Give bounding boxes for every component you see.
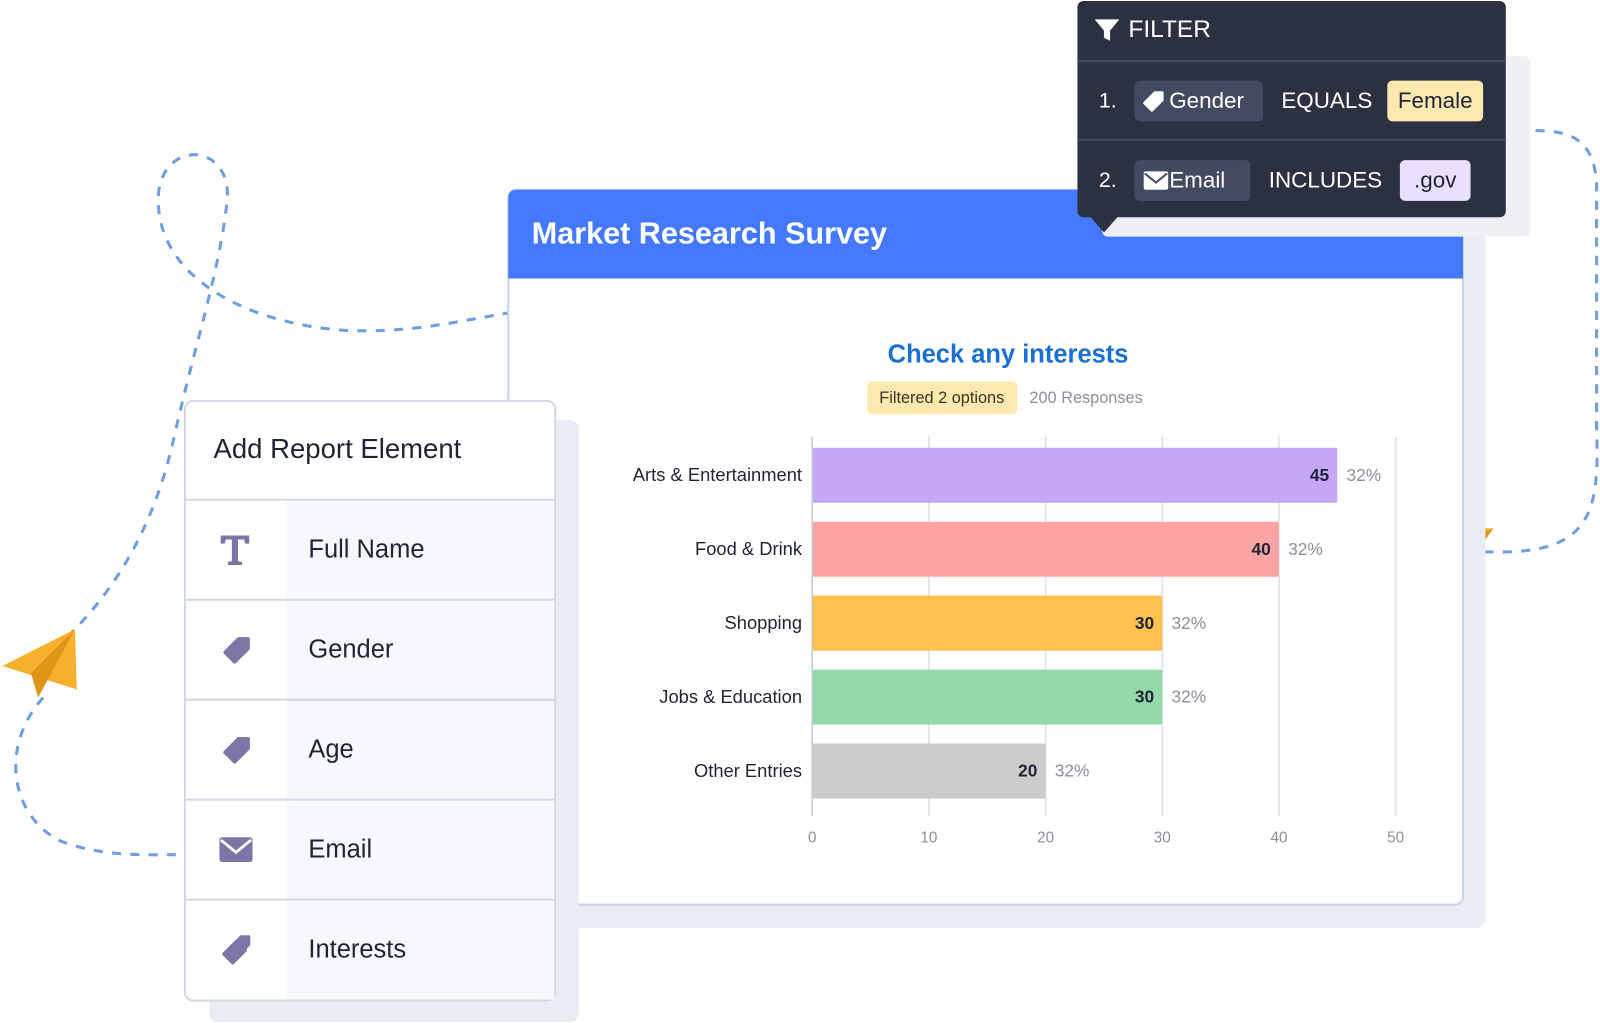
- survey-title: Market Research Survey: [532, 217, 887, 251]
- mail-icon: [1143, 171, 1169, 190]
- value-chip: [1387, 80, 1484, 122]
- mail-icon: [219, 837, 253, 863]
- percent-label: 32%: [1055, 761, 1090, 781]
- x-tick-label: 0: [808, 829, 817, 846]
- category-label: Other Entries: [694, 760, 802, 781]
- funnel-icon: [1094, 19, 1120, 41]
- value-label: 20: [1018, 761, 1037, 781]
- report-title: Add Report Element: [214, 433, 462, 464]
- popup-pointer: [1089, 216, 1119, 233]
- category-label: Jobs & Education: [659, 686, 802, 707]
- rule-index: 1.: [1099, 89, 1117, 113]
- report-item[interactable]: Interests: [308, 935, 406, 963]
- bar: [812, 743, 1046, 799]
- field-name: Email: [1169, 167, 1225, 192]
- paper-plane: [2, 629, 77, 698]
- report-items: Full Name Gender Age Email Interests: [185, 498, 555, 1000]
- percent-label: 32%: [1171, 613, 1206, 633]
- bar: [812, 669, 1163, 725]
- filter-rules: 1. Gender EQUALS Female 2. Email INCLUDES .gov: [1099, 80, 1484, 201]
- bar: [812, 521, 1279, 577]
- report-item[interactable]: Age: [308, 735, 353, 763]
- field-chip: [1134, 160, 1251, 201]
- category-label: Arts & Entertainment: [633, 464, 802, 485]
- item-content-bg: [285, 599, 555, 700]
- badge-text: Filtered 2 options: [879, 389, 1004, 407]
- report-item[interactable]: Full Name: [308, 536, 424, 564]
- mail-flap: [219, 838, 252, 855]
- item-content-bg: [285, 699, 555, 800]
- x-tick-label: 50: [1387, 829, 1404, 846]
- field-name: Gender: [1169, 88, 1244, 113]
- x-tick-label: 10: [920, 829, 937, 846]
- percent-label: 32%: [1171, 687, 1206, 707]
- mail-flap: [1144, 172, 1168, 184]
- badge: [867, 381, 1018, 415]
- value-text: Female: [1398, 88, 1473, 113]
- percent-label: 32%: [1346, 465, 1381, 485]
- value-label: 45: [1310, 465, 1330, 485]
- filter-title: FILTER: [1128, 16, 1210, 43]
- value-chip: [1399, 160, 1471, 201]
- operator: EQUALS: [1281, 88, 1372, 113]
- item-content-bg: [285, 899, 555, 1000]
- item-content-bg: [285, 799, 555, 900]
- value-label: 30: [1135, 687, 1154, 707]
- tag-icon: [223, 637, 250, 664]
- tag-icon: [222, 939, 247, 965]
- operator: INCLUDES: [1269, 167, 1382, 192]
- chart-subtitle: 200 Responses: [1029, 389, 1142, 407]
- item-content-bg: [285, 499, 555, 600]
- x-tick-label: 20: [1037, 829, 1054, 846]
- text-icon: [220, 535, 250, 566]
- bar: [812, 447, 1338, 503]
- dashed-path: [1484, 128, 1599, 554]
- category-label: Shopping: [725, 612, 803, 633]
- tag-icon: [1143, 91, 1164, 112]
- value-text: .gov: [1414, 167, 1457, 192]
- rule-index: 2.: [1099, 168, 1117, 192]
- bar: [812, 595, 1163, 651]
- field-chip: [1134, 80, 1263, 122]
- tag-icon: [223, 737, 250, 764]
- chart-title: Check any interests: [888, 341, 1129, 369]
- x-tick-label: 30: [1154, 829, 1171, 846]
- value-label: 40: [1252, 539, 1271, 559]
- percent-label: 32%: [1288, 539, 1323, 559]
- report-item[interactable]: Gender: [308, 635, 394, 663]
- x-tick-label: 40: [1270, 829, 1287, 846]
- category-label: Food & Drink: [695, 538, 803, 559]
- report-item[interactable]: Email: [308, 835, 372, 863]
- value-label: 30: [1135, 613, 1154, 633]
